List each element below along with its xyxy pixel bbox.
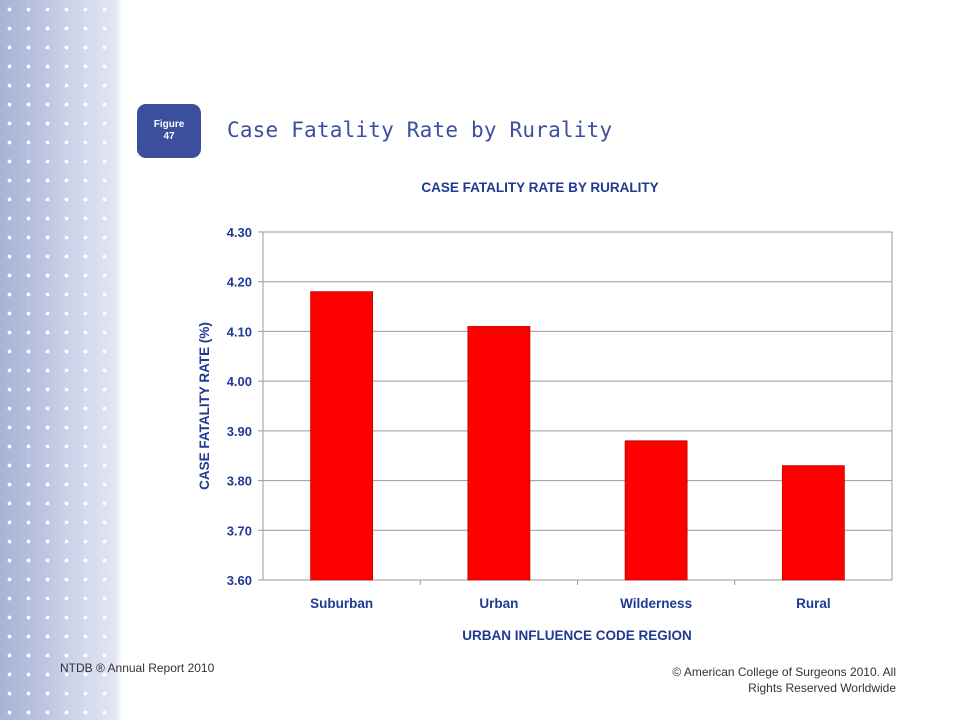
x-tick-label: Suburban bbox=[310, 596, 373, 611]
footer-copyright: © American College of Surgeons 2010. All… bbox=[660, 664, 896, 696]
y-tick-label: 4.20 bbox=[227, 275, 252, 290]
slide-title: Case Fatality Rate by Rurality bbox=[227, 118, 613, 142]
bar-urban bbox=[467, 326, 531, 581]
bars bbox=[310, 291, 845, 581]
bar-wilderness bbox=[624, 440, 688, 581]
x-tick-label: Rural bbox=[796, 596, 831, 611]
bar-suburban bbox=[310, 291, 374, 581]
bar-rural bbox=[781, 465, 845, 581]
decorative-side-strip bbox=[0, 0, 122, 720]
y-tick-label: 3.70 bbox=[227, 523, 252, 538]
y-tick-label: 3.80 bbox=[227, 474, 252, 489]
footer-copyright-line1: © American College of Surgeons 2010. All bbox=[672, 665, 896, 679]
y-axis-ticks: 3.60 3.70 3.80 3.90 4.00 4.10 4.20 4.30 bbox=[227, 225, 263, 588]
y-tick-label: 3.60 bbox=[227, 573, 252, 588]
figure-badge: Figure 47 bbox=[137, 104, 201, 158]
x-tick-label: Urban bbox=[479, 596, 518, 611]
figure-badge-label: Figure bbox=[153, 119, 185, 130]
footer-copyright-line2: Rights Reserved Worldwide bbox=[748, 681, 896, 695]
y-axis-label: CASE FATALITY RATE (%) bbox=[197, 322, 212, 490]
figure-badge-number: 47 bbox=[163, 131, 175, 142]
y-tick-label: 3.90 bbox=[227, 424, 252, 439]
footer-report-name: NTDB ® Annual Report 2010 bbox=[60, 661, 215, 675]
y-tick-label: 4.30 bbox=[227, 225, 252, 240]
x-axis-label: URBAN INFLUENCE CODE REGION bbox=[462, 628, 692, 643]
x-axis-ticks: Suburban Urban Wilderness Rural bbox=[310, 580, 831, 611]
y-tick-label: 4.00 bbox=[227, 374, 252, 389]
y-tick-label: 4.10 bbox=[227, 324, 252, 339]
x-tick-label: Wilderness bbox=[620, 596, 692, 611]
chart-title: CASE FATALITY RATE BY RURALITY bbox=[421, 180, 658, 195]
